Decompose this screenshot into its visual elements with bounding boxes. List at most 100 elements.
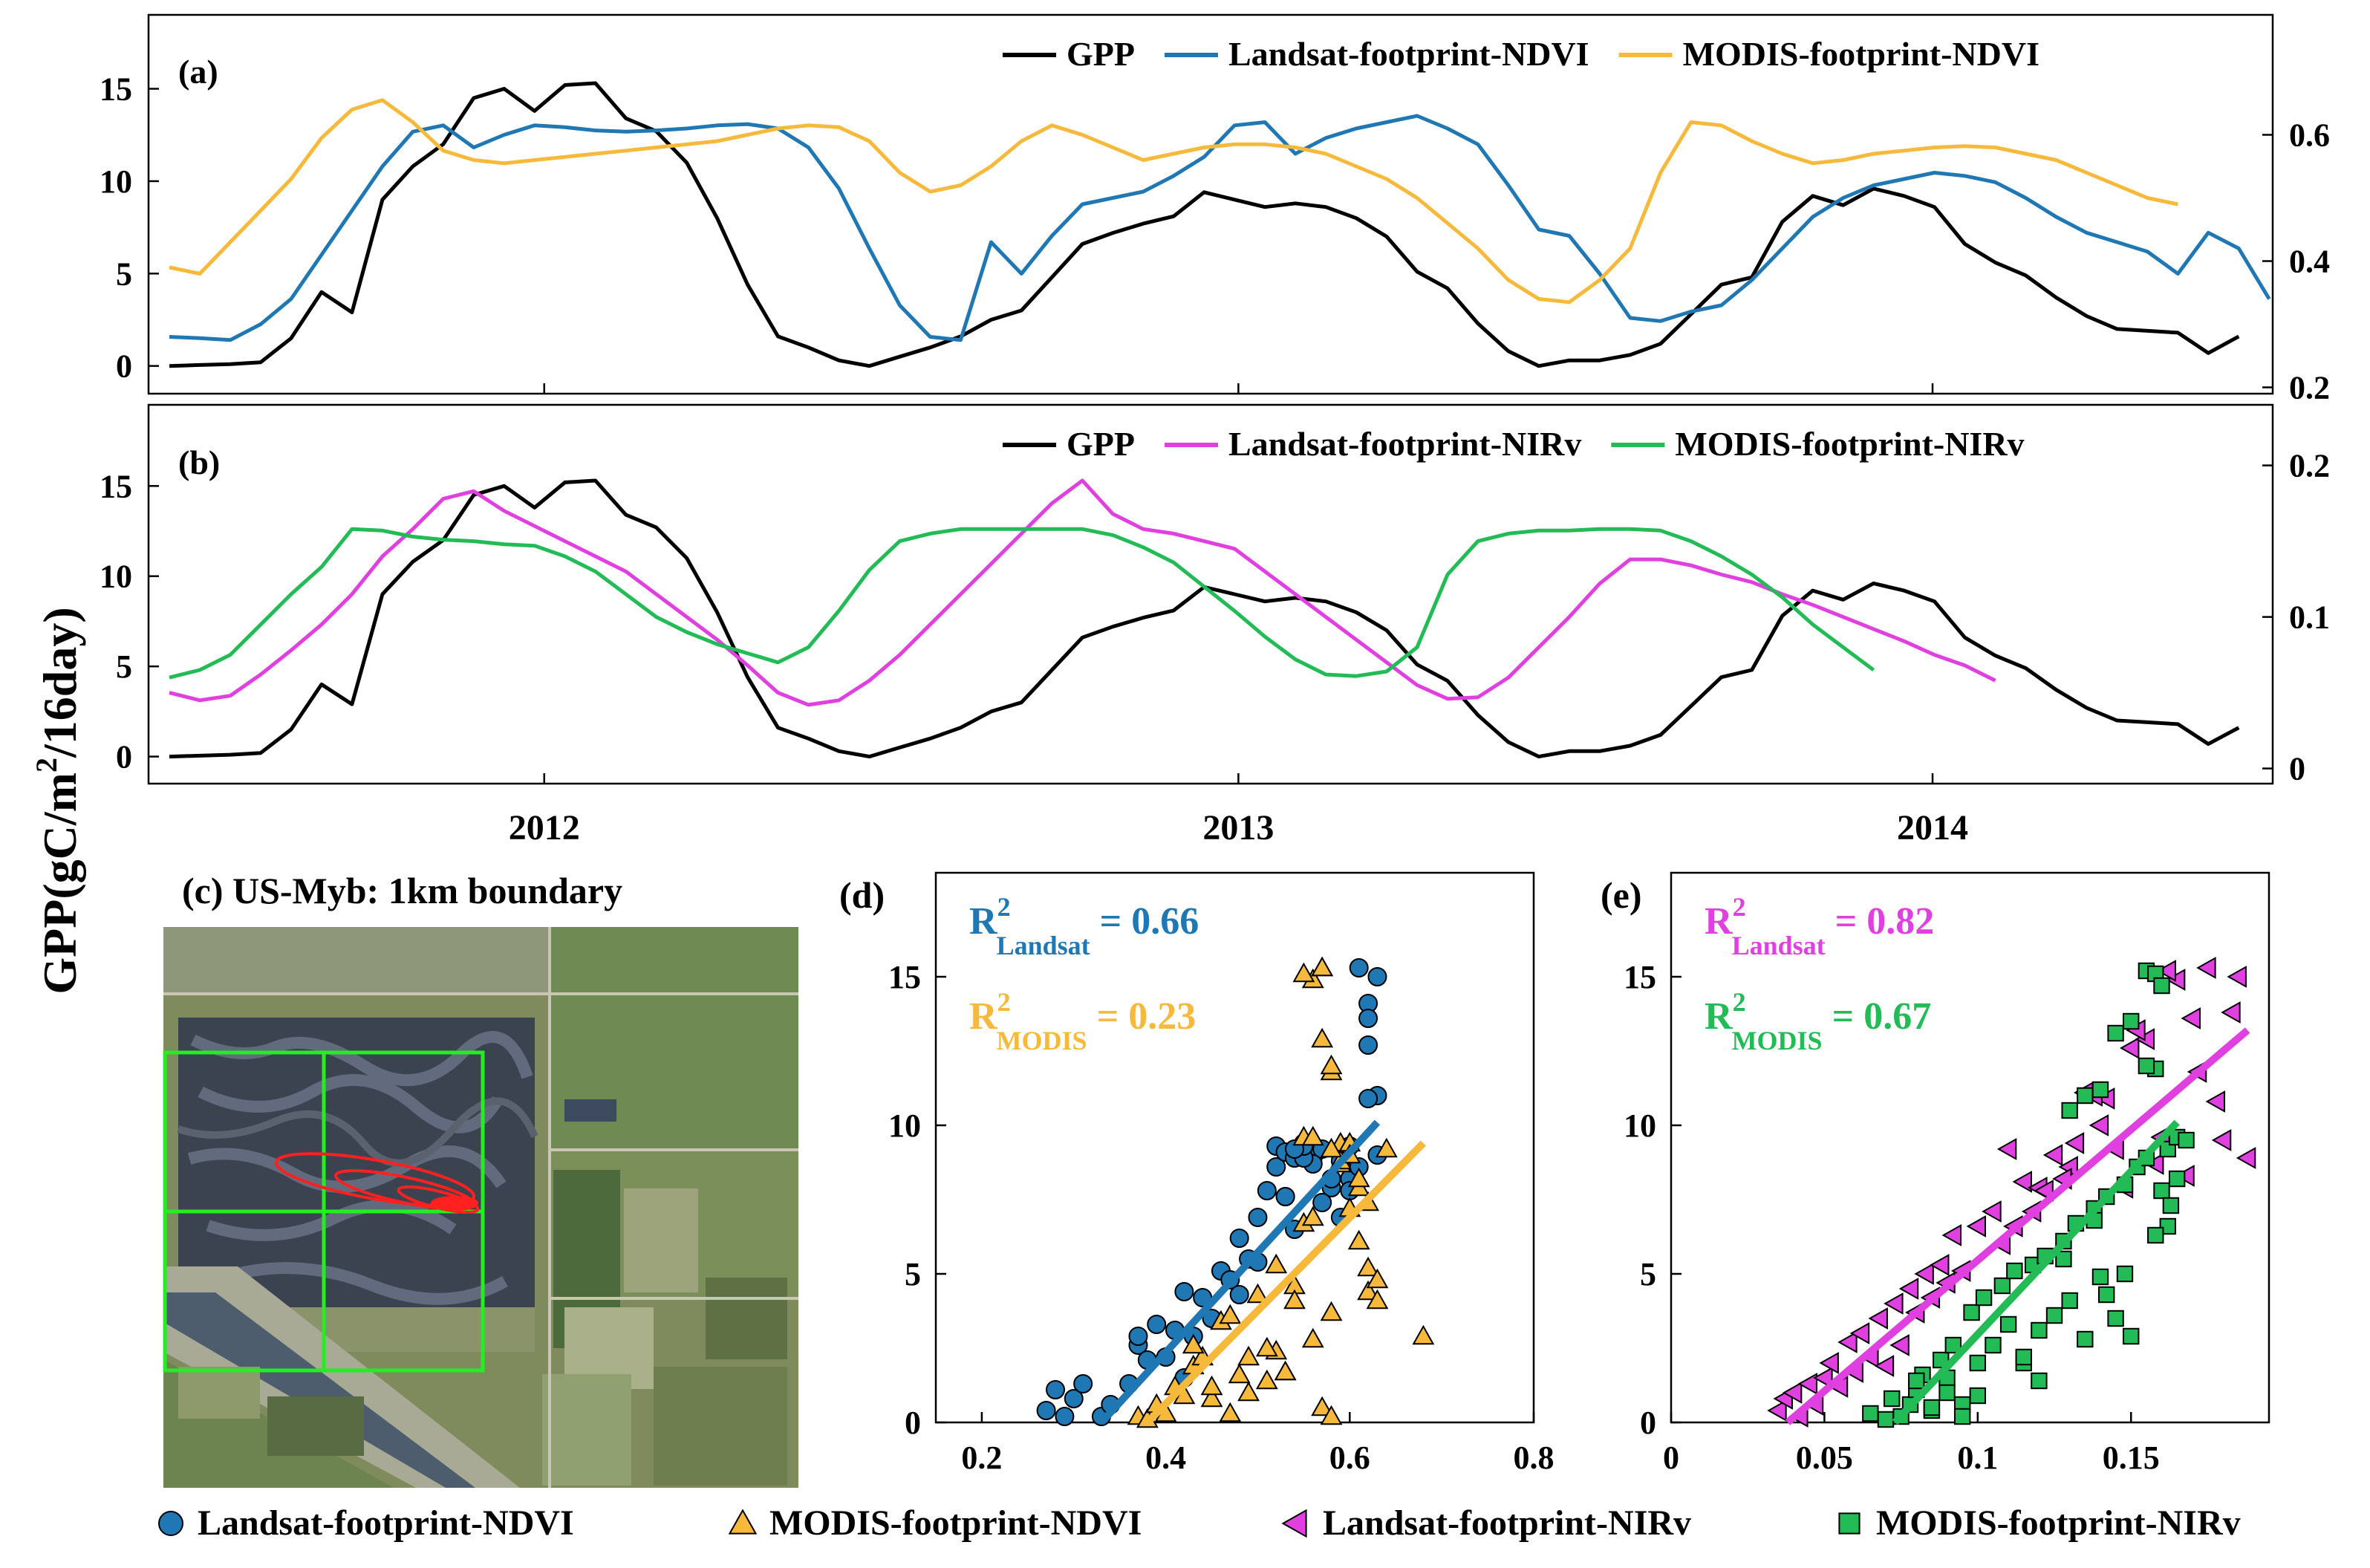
point-landsat-footprint-ndvi: [1266, 1157, 1286, 1177]
bottom-legend: Landsat-footprint-NDVI MODIS-footprint-ND…: [158, 1503, 2241, 1543]
point-modis-footprint-nirv: [2153, 1182, 2170, 1200]
point-modis-footprint-ndvi: [1347, 1229, 1370, 1250]
point-modis-footprint-ndvi: [1375, 1137, 1398, 1158]
legend-label-modis-footprint-ndvi: MODIS-footprint-NDVI: [769, 1503, 1142, 1543]
r2-base: R: [969, 900, 998, 943]
point-landsat-footprint-ndvi: [1229, 1285, 1249, 1304]
y-left-tick-label: 0: [116, 348, 132, 385]
x-tick-label: 0.4: [1145, 1439, 1186, 1476]
r2-sup: 2: [1733, 987, 1746, 1017]
point-modis-footprint-ndvi: [1219, 1402, 1242, 1422]
point-landsat-footprint-nirv: [1966, 1215, 1987, 1237]
point-modis-footprint-nirv: [1999, 1315, 2017, 1333]
point-modis-footprint-nirv: [2045, 1307, 2063, 1324]
point-modis-footprint-nirv: [2153, 977, 2170, 995]
y-tick-label: 5: [1640, 1256, 1656, 1292]
r2-sub: Landsat: [1732, 931, 1826, 960]
point-landsat-footprint-nirv: [1813, 1367, 1833, 1389]
fit-line-landsat-footprint-ndvi: [1098, 1119, 1381, 1425]
x-tick-label: 0.15: [2103, 1439, 2160, 1476]
point-modis-footprint-nirv: [2077, 1087, 2094, 1105]
point-modis-footprint-nirv: [2061, 1102, 2078, 1119]
point-landsat-footprint-nirv: [1930, 1254, 1950, 1276]
point-modis-footprint-ndvi: [1301, 1327, 1324, 1348]
point-modis-footprint-ndvi: [1320, 1137, 1343, 1158]
point-landsat-footprint-nirv: [1868, 1307, 1888, 1330]
panel-a-frame: [147, 13, 2274, 395]
panel-c: (c) US-Myb: 1km boundary: [163, 870, 798, 1488]
point-modis-footprint-ndvi: [1320, 1405, 1343, 1425]
point-landsat-footprint-nirv: [1898, 1278, 1919, 1300]
legend-label-modis-footprint-nirv: MODIS-footprint-NIRv: [1876, 1503, 2241, 1543]
point-modis-footprint-ndvi: [1274, 1360, 1297, 1381]
point-modis-footprint-ndvi: [1412, 1324, 1435, 1345]
series-line-landsat-footprint-ndvi: [169, 114, 2271, 342]
panel-d-label: (d): [839, 874, 885, 916]
point-landsat-footprint-ndvi: [1055, 1407, 1075, 1426]
panel-a-ticks: 0 5 10 15 0.2 0.4 0.6: [100, 71, 2330, 406]
r2-sup: 2: [997, 987, 1011, 1017]
point-modis-footprint-ndvi: [1301, 1125, 1324, 1146]
y-left-tick-label: 5: [116, 256, 132, 292]
point-modis-footprint-nirv: [1908, 1372, 1925, 1390]
point-landsat-footprint-nirv: [2119, 1037, 2140, 1059]
r2-annotation: R2 MODIS = 0.67: [1705, 987, 1931, 1055]
r2-sub: MODIS: [997, 1026, 1087, 1055]
point-modis-footprint-nirv: [2138, 1057, 2155, 1075]
point-modis-footprint-ndvi: [1283, 1289, 1306, 1310]
r2-value: = 0.23: [1087, 995, 1197, 1038]
point-modis-footprint-ndvi: [1219, 1304, 1242, 1324]
point-modis-footprint-nirv: [2077, 1330, 2094, 1348]
point-modis-footprint-ndvi: [1366, 1268, 1389, 1289]
x-tick-label: 0.2: [961, 1439, 1002, 1476]
r2-value: = 0.67: [1823, 995, 1932, 1038]
boundary-grid: [163, 1050, 485, 1373]
point-modis-footprint-ndvi: [1182, 1333, 1205, 1354]
panel-b: 0 5 10 15 0 0.1 0.2 (b) GPP Landsat-footprint-N…: [100, 403, 2330, 787]
r2-sup: 2: [997, 892, 1011, 922]
point-modis-footprint-nirv: [1963, 1304, 1980, 1321]
point-modis-footprint-nirv: [2107, 1024, 2124, 1042]
point-landsat-footprint-ndvi: [1073, 1374, 1093, 1393]
y-tick-label: 10: [888, 1107, 921, 1144]
y-tick-label: 5: [905, 1256, 921, 1292]
y-tick-label: 10: [1624, 1107, 1656, 1144]
point-modis-footprint-ndvi: [1357, 1280, 1379, 1301]
panel-b-series: [169, 478, 2240, 759]
fit-line-modis-footprint-nirv: [1892, 1119, 2180, 1425]
point-landsat-footprint-ndvi: [1128, 1327, 1148, 1346]
y-right-tick-label: 0.4: [2289, 244, 2330, 280]
point-landsat-footprint-ndvi: [1312, 1193, 1332, 1212]
y-left-tick-label: 15: [100, 468, 132, 504]
panel-c-label: (c) US-Myb: 1km boundary: [182, 870, 622, 911]
point-landsat-footprint-ndvi: [1349, 958, 1369, 977]
legend-marker-modis-footprint-nirv: [1838, 1512, 1860, 1535]
y-right-tick-label: 0.2: [2289, 370, 2330, 406]
point-landsat-footprint-ndvi: [1358, 1089, 1378, 1108]
point-modis-footprint-nirv: [1884, 1390, 1901, 1408]
point-modis-footprint-ndvi: [1228, 1363, 1251, 1384]
point-modis-footprint-ndvi: [1255, 1336, 1278, 1357]
year-label-2013: 2013: [1202, 808, 1274, 848]
legend-label-gpp: GPP: [1067, 425, 1135, 463]
legend-label-landsat-footprint-nirv: Landsat-footprint-NIRv: [1228, 425, 1581, 463]
footprint-contours: [274, 1152, 480, 1214]
point-landsat-footprint-nirv: [1837, 1331, 1858, 1353]
y-right-tick-label: 0: [2289, 751, 2305, 787]
r2-base: R: [1705, 900, 1733, 943]
point-landsat-footprint-ndvi: [1275, 1187, 1295, 1206]
point-modis-footprint-nirv: [2123, 1012, 2140, 1030]
point-modis-footprint-nirv: [2091, 1081, 2109, 1099]
panel-b-frame: [147, 403, 2274, 785]
point-landsat-footprint-ndvi: [1358, 1035, 1378, 1055]
year-label-2012: 2012: [509, 808, 580, 848]
point-modis-footprint-nirv: [2061, 1292, 2078, 1310]
y-axis-label: GPP(gC/m2/16day): [30, 607, 86, 994]
series-line-gpp: [169, 478, 2240, 759]
point-landsat-footprint-nirv: [2156, 960, 2176, 982]
point-landsat-footprint-nirv: [2196, 957, 2216, 979]
point-modis-footprint-nirv: [2123, 1327, 2140, 1345]
